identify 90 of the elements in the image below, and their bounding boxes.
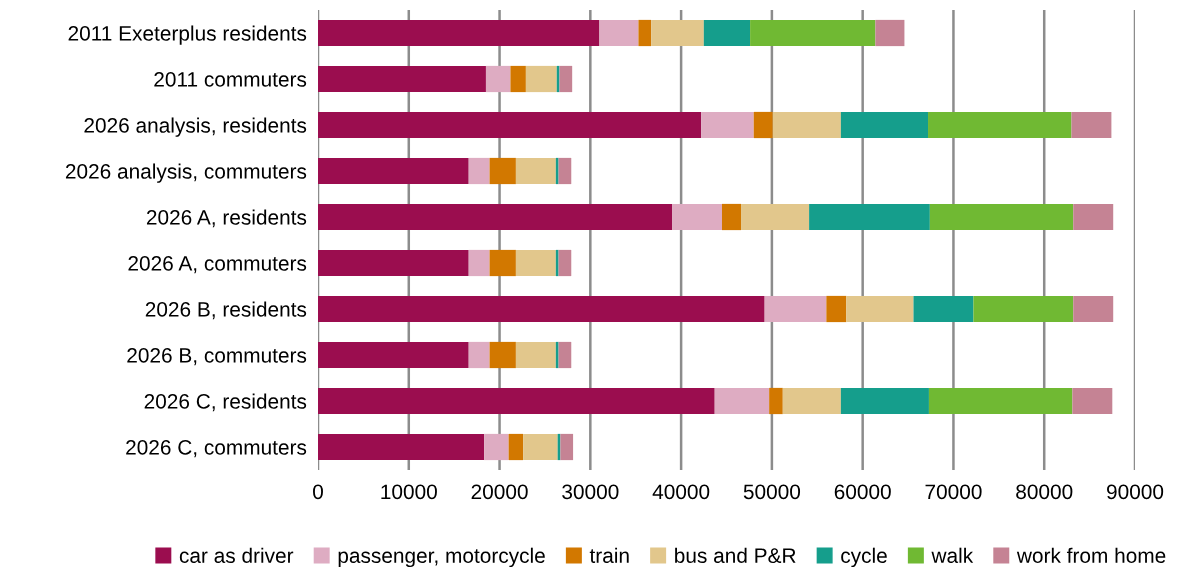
y-tick-label: 2026 C, residents (144, 393, 307, 412)
bar (1073, 295, 1114, 323)
bar (484, 433, 509, 461)
y-tick-label: 2026 analysis, commuters (65, 163, 307, 183)
bar (840, 387, 929, 415)
y-tick-label: 2011 commuters (154, 72, 307, 87)
bar (1072, 387, 1113, 415)
bar (1071, 111, 1112, 139)
legend-label: cycle (841, 547, 887, 568)
bar (701, 111, 754, 139)
bar (769, 387, 783, 415)
bar (1073, 203, 1114, 231)
bar (555, 249, 559, 277)
bar (560, 433, 574, 461)
bar (782, 387, 841, 415)
bar (750, 19, 876, 47)
bar (599, 19, 639, 47)
bar (523, 433, 558, 461)
bar (525, 65, 557, 93)
bar (703, 19, 751, 47)
bar (672, 203, 722, 231)
bar (753, 111, 773, 139)
bar (638, 19, 652, 47)
bar (741, 203, 810, 231)
legend-label: train (589, 547, 629, 563)
bar (846, 295, 914, 323)
y-tick-label: 2026 B, commuters (127, 348, 307, 366)
y-tick-label: 2026 B, residents (145, 301, 307, 320)
legend-label: car as driver (179, 547, 294, 563)
legend-label: walk (931, 547, 974, 563)
bar (318, 19, 600, 47)
bar (764, 295, 827, 323)
bar (973, 295, 1074, 323)
x-tick-label: 60000 (834, 484, 891, 500)
bar (468, 341, 490, 369)
bar (559, 65, 573, 93)
bar (485, 65, 511, 93)
bar (318, 387, 715, 415)
x-tick-label: 90000 (1107, 484, 1164, 500)
bar (489, 341, 516, 369)
bar (558, 341, 572, 369)
x-tick-label: 10000 (381, 484, 437, 500)
bar (489, 157, 516, 185)
y-tick-label: 2026 analysis, residents (84, 117, 307, 137)
bar (318, 65, 486, 93)
legend-label: work from home (1016, 547, 1166, 563)
bar (318, 249, 469, 277)
bar (489, 249, 516, 277)
bar (515, 157, 556, 185)
bar (721, 203, 742, 231)
bar (318, 203, 673, 231)
x-tick-label: 0 (313, 484, 323, 500)
bar (651, 19, 704, 47)
x-tick-label: 50000 (743, 484, 801, 500)
bar (318, 295, 765, 323)
x-tick-label: 70000 (925, 484, 982, 500)
bar (468, 249, 490, 277)
legend-label: passenger, motorcycle (338, 547, 545, 568)
x-tick-label: 30000 (562, 484, 619, 500)
bar (840, 111, 929, 139)
bar (929, 203, 1074, 231)
bar (558, 157, 572, 185)
x-tick-label: 80000 (1016, 484, 1073, 500)
bar (875, 19, 905, 47)
bar (913, 295, 974, 323)
bar (318, 157, 469, 185)
bar (772, 111, 841, 139)
bar (318, 341, 469, 369)
bar (558, 249, 572, 277)
bar (809, 203, 930, 231)
y-tick-label: 2026 C, commuters (126, 440, 307, 458)
y-tick-label: 2026 A, residents (146, 209, 307, 228)
bar (510, 65, 526, 93)
bar (508, 433, 524, 461)
bar (468, 157, 490, 185)
legend-label: bus and P&R (675, 547, 796, 563)
x-tick-label: 40000 (652, 484, 710, 500)
bar (318, 111, 702, 139)
y-tick-label: 2011 Exeterplus residents (68, 25, 307, 45)
bar (555, 157, 559, 185)
bar (555, 341, 559, 369)
y-tick-label: 2026 A, commuters (128, 256, 307, 274)
bar (928, 111, 1072, 139)
bar (318, 433, 485, 461)
bar (826, 295, 847, 323)
bar (714, 387, 770, 415)
bar (515, 341, 556, 369)
bar (928, 387, 1073, 415)
x-tick-label: 20000 (471, 484, 528, 500)
bar (515, 249, 556, 277)
